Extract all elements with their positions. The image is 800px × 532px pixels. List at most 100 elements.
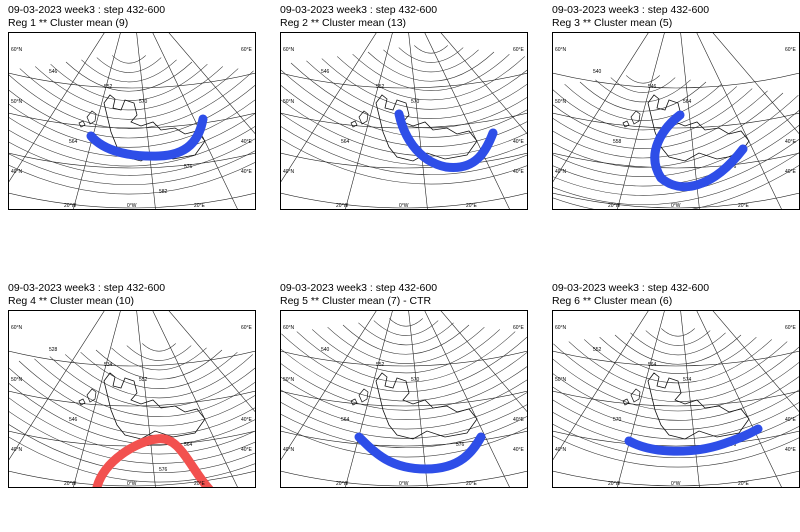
panel-regime-title: Reg 5 ** Cluster mean (7) - CTR bbox=[280, 295, 432, 307]
latitude-label: 50°N bbox=[555, 99, 567, 105]
graticule bbox=[553, 311, 799, 487]
longitude-label: 20°W bbox=[608, 481, 621, 487]
longitude-label: 20°W bbox=[336, 203, 349, 209]
longitude-label: 0°W bbox=[127, 203, 137, 209]
contour-label: 540 bbox=[321, 347, 330, 353]
contour-label: 546 bbox=[49, 69, 58, 75]
contour-label: 546 bbox=[648, 84, 657, 90]
contour-label: 552 bbox=[593, 347, 602, 353]
british-isles-outline bbox=[350, 388, 369, 406]
panel-header: 09-03-2023 week3 : step 432-600 Reg 5 ** … bbox=[280, 282, 437, 308]
cluster-panel: 09-03-2023 week3 : step 432-600 Reg 1 ** … bbox=[8, 4, 258, 254]
longitude-label: 20°E bbox=[466, 481, 478, 487]
height-contours bbox=[9, 343, 255, 483]
longitude-label: 0°W bbox=[127, 481, 137, 487]
cluster-panel: 09-03-2023 week3 : step 432-600 Reg 5 ** … bbox=[280, 282, 530, 532]
contour-label: 552 bbox=[104, 84, 113, 90]
longitude-edge-label: 40°E bbox=[785, 169, 797, 175]
contour-label: 534 bbox=[104, 362, 113, 368]
map-canvas: 540 552 564 570 576 60°N 50°N 40°N 60°E 40°E 40°E 2… bbox=[281, 311, 527, 487]
europe-coastline bbox=[103, 94, 206, 162]
longitude-edge-label: 60°E bbox=[513, 47, 525, 53]
panel-date-step: 09-03-2023 week3 : step 432-600 bbox=[280, 282, 438, 294]
latitude-label: 60°N bbox=[283, 47, 295, 53]
latitude-label: 50°N bbox=[11, 99, 23, 105]
geopotential-map: 540 552 564 570 576 60°N 50°N 40°N 60°E 40°E 40°E 2… bbox=[280, 310, 528, 488]
map-canvas: 55256457057457660°N50°N40°N60°E40°E40°E2… bbox=[553, 311, 799, 487]
longitude-label: 20°E bbox=[738, 481, 750, 487]
contour-label: 570 bbox=[411, 377, 420, 383]
geopotential-map: 528 534 546 552 564 576 60°N 50°N 40°N 60°E 40°E 40… bbox=[8, 310, 256, 488]
contour-label: 552 bbox=[376, 84, 385, 90]
longitude-label: 0°W bbox=[399, 203, 409, 209]
panel-date-step: 09-03-2023 week3 : step 432-600 bbox=[8, 282, 166, 294]
contour-label: 564 bbox=[184, 442, 193, 448]
longitude-label: 20°E bbox=[738, 203, 750, 209]
contour-label: 582 bbox=[159, 189, 168, 195]
panel-regime-title: Reg 6 ** Cluster mean (6) bbox=[552, 295, 673, 307]
europe-coastline bbox=[647, 94, 750, 162]
cluster-panel: 09-03-2023 week3 : step 432-600 Reg 3 ** … bbox=[552, 4, 800, 254]
graticule bbox=[281, 311, 527, 487]
contour-label: 552 bbox=[139, 377, 148, 383]
british-isles-outline bbox=[78, 388, 97, 406]
contour-label: 564 bbox=[683, 99, 692, 105]
latitude-label: 50°N bbox=[555, 377, 567, 383]
latitude-label: 60°N bbox=[11, 325, 23, 331]
longitude-edge-label: 40°E bbox=[513, 447, 525, 453]
longitude-edge-label: 40°E bbox=[241, 417, 253, 423]
contour-label: 570 bbox=[411, 99, 420, 105]
longitude-edge-label: 40°E bbox=[241, 169, 253, 175]
contour-label: 564 bbox=[341, 417, 350, 423]
longitude-edge-label: 60°E bbox=[785, 325, 797, 331]
contour-label: 570 bbox=[139, 99, 148, 105]
longitude-edge-label: 40°E bbox=[513, 417, 525, 423]
jet-stream-axis bbox=[650, 110, 748, 192]
contour-label: 574 bbox=[683, 377, 692, 383]
panel-date-step: 09-03-2023 week3 : step 432-600 bbox=[280, 4, 438, 16]
map-canvas: 546 552 564 570 576 582 60°N 50°N 40°N 60°E 40°E 40… bbox=[9, 33, 255, 209]
longitude-edge-label: 40°E bbox=[513, 169, 525, 175]
longitude-label: 0°W bbox=[671, 203, 681, 209]
europe-coastline bbox=[375, 94, 478, 162]
longitude-edge-label: 60°E bbox=[241, 47, 253, 53]
latitude-label: 40°N bbox=[555, 169, 567, 175]
contour-label: 576 bbox=[456, 442, 465, 448]
british-isles-outline bbox=[350, 110, 369, 128]
jet-stream-axis bbox=[624, 424, 763, 456]
contour-label: 564 bbox=[69, 139, 78, 145]
panel-regime-title: Reg 4 ** Cluster mean (10) bbox=[8, 295, 135, 307]
contour-label: 540 bbox=[593, 69, 602, 75]
panel-regime-title: Reg 1 ** Cluster mean (9) bbox=[8, 17, 129, 29]
contour-label: 546 bbox=[69, 417, 78, 423]
contour-label: 564 bbox=[341, 139, 350, 145]
panel-date-step: 09-03-2023 week3 : step 432-600 bbox=[552, 282, 710, 294]
jet-stream-axis bbox=[92, 434, 214, 487]
longitude-label: 20°W bbox=[608, 203, 621, 209]
latitude-label: 60°N bbox=[283, 325, 295, 331]
europe-coastline bbox=[375, 372, 478, 440]
longitude-label: 20°E bbox=[194, 481, 206, 487]
longitude-label: 20°W bbox=[336, 481, 349, 487]
europe-coastline bbox=[647, 372, 750, 440]
cluster-panel: 09-03-2023 week3 : step 432-600 Reg 6 ** … bbox=[552, 282, 800, 532]
latitude-label: 40°N bbox=[283, 169, 295, 175]
latitude-label: 50°N bbox=[11, 377, 23, 383]
jet-stream-axis bbox=[394, 109, 498, 172]
contour-label: 576 bbox=[184, 164, 193, 170]
longitude-edge-label: 40°E bbox=[513, 139, 525, 145]
latitude-label: 40°N bbox=[555, 447, 567, 453]
jet-stream-axis bbox=[354, 432, 486, 474]
longitude-label: 20°W bbox=[64, 481, 77, 487]
map-canvas: 54655256457057660°N50°N40°N60°E40°E40°E2… bbox=[281, 33, 527, 209]
height-contours bbox=[553, 328, 799, 468]
panel-header: 09-03-2023 week3 : step 432-600 Reg 4 ** … bbox=[8, 282, 165, 308]
longitude-label: 20°E bbox=[194, 203, 206, 209]
height-contours bbox=[281, 45, 527, 185]
longitude-label: 0°W bbox=[671, 481, 681, 487]
latitude-label: 50°N bbox=[283, 377, 295, 383]
panel-header: 09-03-2023 week3 : step 432-600 Reg 2 ** … bbox=[280, 4, 437, 30]
longitude-edge-label: 40°E bbox=[241, 139, 253, 145]
british-isles-outline bbox=[622, 110, 641, 128]
contour-label: 564 bbox=[648, 362, 657, 368]
